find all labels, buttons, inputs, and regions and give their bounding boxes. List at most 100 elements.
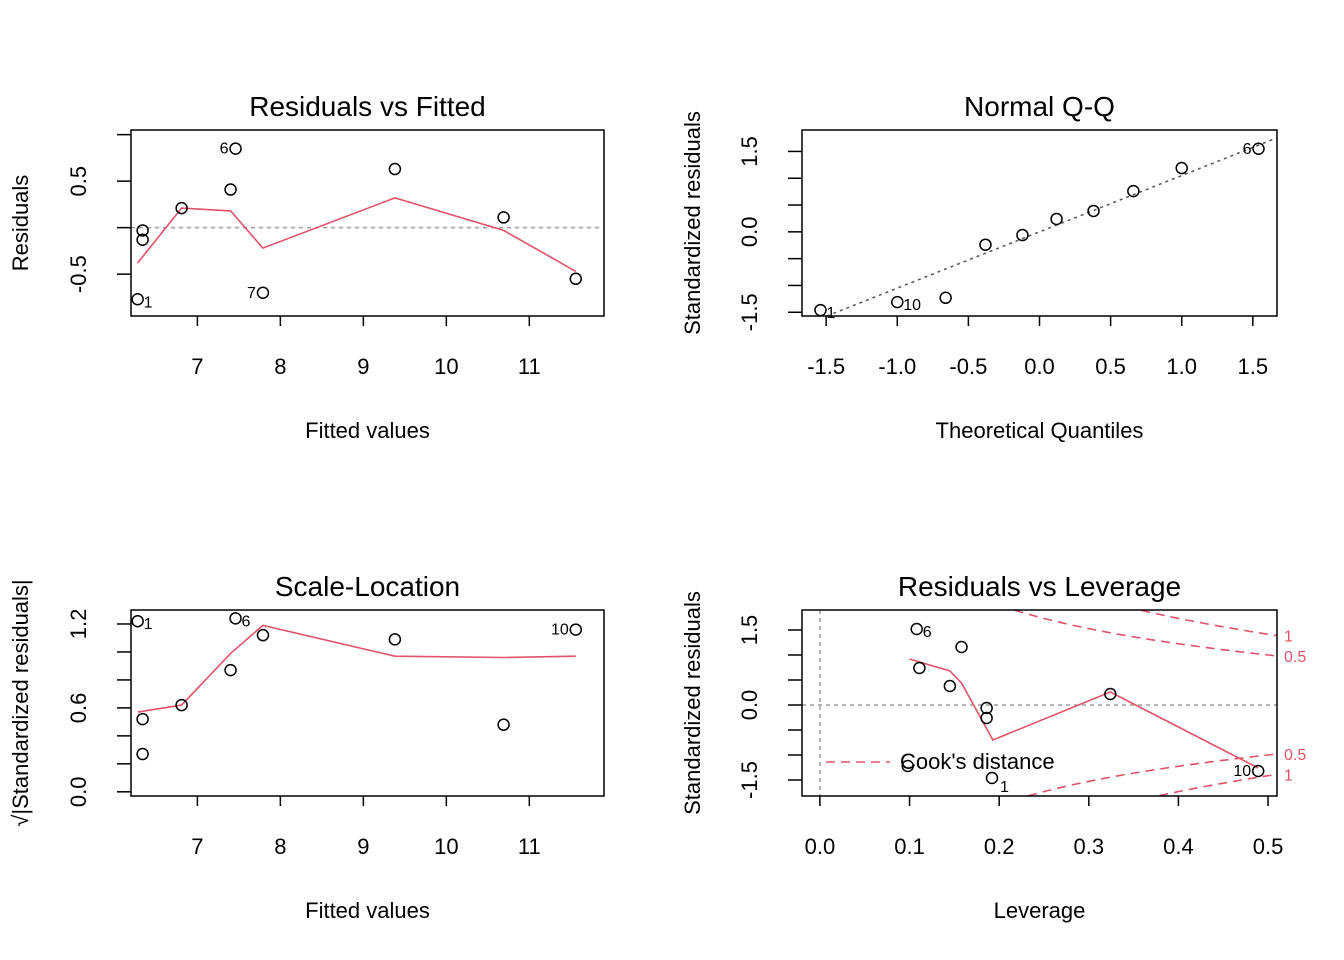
y-tick-label: 0.0 [737,217,762,248]
y-axis-label: Standardized residuals [680,111,705,335]
x-axis-label: Theoretical Quantiles [936,418,1144,443]
point-label: 10 [903,297,921,314]
data-point [1127,184,1140,198]
cooks-level-label: 0.5 [1284,649,1306,666]
x-axis-label: Leverage [994,898,1086,923]
x-tick-label: 0.3 [1073,834,1104,859]
data-point [175,201,188,215]
data-point [955,640,968,654]
point-label: 6 [1243,141,1252,158]
x-tick-label: 10 [434,354,458,379]
data-point [256,286,270,299]
cooks-level-label: 1 [1284,629,1293,646]
point-label: 1 [1000,779,1009,796]
data-point [136,224,149,237]
data-point [256,628,270,642]
x-tick-label: 1.0 [1166,354,1197,379]
point-label: 10 [1233,763,1251,780]
y-axis-label: Standardized residuals [680,591,705,815]
y-tick-label: 0.5 [66,166,91,197]
data-point [136,233,149,246]
panel-qq: 1 10 6 -1.5 -1.0 -0.5 0.0 0.5 1.0 1.5 -1.5 0.0 1.5 No… [680,91,1278,443]
plot-frame [801,609,1278,797]
smoother-line [909,658,1259,769]
cooks-level-label: 1 [1284,767,1293,784]
cooks-contour-upper-1 [1141,609,1278,637]
x-tick-label: 8 [274,834,286,859]
data-point [814,303,827,317]
panel-scaleloc: 1 6 10 7 8 9 10 11 0.0 0.6 1.2 Scale-Location Fitted… [8,571,605,923]
data-point [1252,142,1265,156]
y-tick-label: -1.5 [737,761,762,799]
data-point [939,291,952,305]
x-axis-label: Fitted values [305,898,430,923]
data-point [388,162,402,176]
x-tick-label: -1.0 [878,354,916,379]
data-point [985,771,999,785]
plot-frame [801,129,1278,317]
data-point [229,612,242,625]
y-tick-label: -1.5 [737,293,762,331]
data-point [910,622,923,636]
x-tick-label: 10 [434,834,458,859]
x-tick-label: 11 [518,834,541,859]
x-tick-label: 0.0 [805,834,836,859]
data-point [1016,228,1029,242]
legend-label: Cook's distance [900,749,1055,774]
data-point [497,718,510,731]
x-tick-label: 0.4 [1163,834,1194,859]
y-tick-label: 1.2 [66,609,91,640]
data-point [913,661,926,675]
chart-title: Scale-Location [275,571,460,602]
point-label: 6 [242,613,251,630]
data-point [1087,204,1100,218]
x-tick-label: 0.5 [1253,834,1284,859]
smoother-line [136,197,577,273]
x-tick-label: -1.5 [807,354,845,379]
x-tick-label: 0.1 [894,834,925,859]
data-point [224,663,237,677]
y-axis-label: √|Standardized residuals| [8,579,33,826]
qq-reference-line [826,137,1278,317]
data-point [979,238,992,251]
data-point [136,712,149,726]
data-point [1050,212,1063,226]
point-label: 7 [247,285,256,302]
data-point [980,711,993,725]
x-tick-label: 0.5 [1095,354,1126,379]
data-point [388,633,402,646]
x-tick-label: -0.5 [949,354,987,379]
chart-title: Residuals vs Leverage [898,571,1181,602]
data-point [131,293,144,306]
y-tick-label: -0.5 [66,255,91,293]
data-point [131,614,144,628]
point-label: 6 [220,141,229,158]
x-tick-label: 0.0 [1024,354,1055,379]
data-point [229,142,242,155]
data-point [1104,687,1117,701]
x-tick-label: 11 [518,354,541,379]
x-tick-label: 7 [191,834,203,859]
point-label: 6 [923,624,932,641]
data-point [1251,764,1265,778]
panel-resfit: 1 6 7 7 8 9 10 11 -0.5 0.5 Residuals vs Fitted Fitt… [8,91,605,443]
y-tick-label: 1.5 [737,136,762,167]
x-tick-label: 9 [357,834,369,859]
x-tick-label: 9 [357,354,369,379]
chart-title: Normal Q-Q [964,91,1115,122]
x-axis-label: Fitted values [305,418,430,443]
y-tick-label: 1.5 [737,615,762,646]
data-point [980,701,993,715]
cooks-contour-lower-0.5 [1027,753,1278,797]
x-tick-label: 0.2 [984,834,1015,859]
data-point [569,623,583,636]
y-tick-label: 0.0 [737,690,762,721]
data-point [1175,161,1188,175]
data-point [891,295,904,309]
data-point [497,211,510,224]
cooks-contour-upper-0.5 [1014,609,1278,657]
x-tick-label: 8 [274,354,286,379]
x-tick-label: 1.5 [1238,354,1269,379]
